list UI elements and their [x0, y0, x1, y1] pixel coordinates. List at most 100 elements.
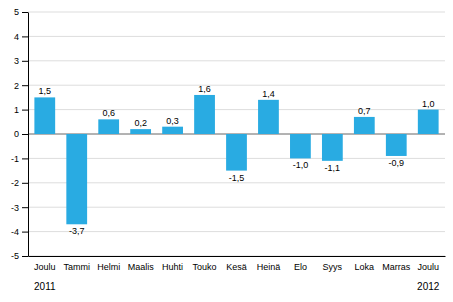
- y-tick: 4: [14, 32, 28, 42]
- y-tick-label: 2: [14, 81, 19, 91]
- y-tick-mark: [22, 256, 28, 257]
- x-tick-label: Tammi: [63, 262, 90, 272]
- y-tick: 0: [14, 129, 28, 139]
- y-tick-label: 1: [14, 105, 19, 115]
- y-tick-label: 5: [14, 7, 19, 17]
- x-tick: Heinä: [257, 262, 281, 272]
- x-tick: Elo: [294, 262, 307, 272]
- x-tick-label: Heinä: [257, 262, 281, 272]
- grid-line: [28, 256, 445, 257]
- plot: -5 -4 -3 -2 -1 0 1 2 3 4 5 Joulu Tammi Helmi Maalis Huh…: [11, 7, 446, 292]
- x-tick-label: Joulu: [417, 262, 439, 272]
- annotation: 2011: [34, 281, 56, 292]
- bar: [66, 134, 87, 224]
- grid-line: [28, 60, 445, 61]
- y-tick-mark: [22, 207, 28, 208]
- bar: [130, 129, 151, 134]
- x-tick: Huhti: [162, 262, 183, 272]
- y-tick-mark: [22, 85, 28, 86]
- x-tick: Syys: [323, 262, 343, 272]
- data-label: 1,6: [198, 84, 211, 94]
- x-tick-label: Marras: [382, 262, 411, 272]
- grid-line: [28, 109, 445, 110]
- x-tick: Marras: [382, 262, 411, 272]
- y-tick-mark: [22, 61, 28, 62]
- data-label: 1,4: [262, 89, 275, 99]
- x-tick: Maalis: [128, 262, 155, 272]
- bar: [386, 134, 407, 156]
- y-tick-label: -4: [11, 227, 19, 237]
- bar: [34, 97, 55, 134]
- y-tick: -4: [11, 227, 28, 237]
- x-tick-label: Huhti: [162, 262, 183, 272]
- x-tick: Touko: [193, 262, 217, 272]
- bar: [418, 110, 439, 134]
- bar: [354, 117, 375, 134]
- bar: [258, 100, 279, 134]
- x-tick: Kesä: [226, 262, 247, 272]
- y-tick-label: 0: [14, 129, 19, 139]
- y-tick: -5: [11, 251, 28, 261]
- y-tick-mark: [22, 183, 28, 184]
- bar: [98, 119, 119, 134]
- x-tick-label: Maalis: [128, 262, 155, 272]
- y-tick-mark: [22, 134, 28, 135]
- x-tick: Joulu: [34, 262, 56, 272]
- data-label: -1,5: [229, 173, 245, 183]
- y-tick: 1: [14, 105, 28, 115]
- grid-line: [28, 36, 445, 37]
- y-tick: -1: [11, 154, 28, 164]
- grid-line: [28, 12, 445, 13]
- x-tick: Helmi: [97, 262, 120, 272]
- x-tick-label: Elo: [294, 262, 307, 272]
- y-tick: 5: [14, 7, 28, 17]
- y-tick-label: -2: [11, 178, 19, 188]
- y-tick: -2: [11, 178, 28, 188]
- data-label: 1,0: [422, 99, 435, 109]
- y-tick-label: -5: [11, 251, 19, 261]
- x-tick-label: Loka: [355, 262, 375, 272]
- bar: [194, 95, 215, 134]
- y-tick-mark: [22, 12, 28, 13]
- bar: [322, 134, 343, 161]
- y-tick-mark: [22, 232, 28, 233]
- data-label: 1,5: [39, 86, 52, 96]
- y-tick: 3: [14, 56, 28, 66]
- data-label: 0,7: [358, 106, 371, 116]
- x-tick-label: Syys: [323, 262, 343, 272]
- x-tick-label: Joulu: [34, 262, 56, 272]
- y-tick-mark: [22, 36, 28, 37]
- data-label: -1,0: [293, 160, 309, 170]
- y-tick-label: -3: [11, 203, 19, 213]
- data-label: 0,2: [134, 118, 147, 128]
- bar: [162, 127, 183, 134]
- y-tick-label: 3: [14, 56, 19, 66]
- grid: [28, 12, 445, 256]
- data-labels: 1,5 -3,7 0,6 0,2 0,3 1,6 -1,5 1,4 -1,0 -1,1 0,7 -0,…: [39, 84, 435, 236]
- x-tick: Loka: [355, 262, 375, 272]
- x-axis-line: [29, 256, 446, 257]
- y-tick-label: 4: [14, 32, 19, 42]
- bar: [290, 134, 311, 158]
- x-tick-label: Touko: [193, 262, 217, 272]
- x-tick-label: Helmi: [97, 262, 120, 272]
- data-label: -0,9: [389, 158, 405, 168]
- bars: [34, 95, 438, 224]
- data-label: -1,1: [325, 163, 341, 173]
- x-axis: Joulu Tammi Helmi Maalis Huhti Touko Kesä Heinä…: [29, 257, 446, 272]
- grid-line: [28, 207, 445, 208]
- x-tick: Joulu: [417, 262, 439, 272]
- bar: [226, 134, 247, 171]
- data-label: -3,7: [69, 226, 85, 236]
- x-tick: Tammi: [63, 262, 90, 272]
- y-tick-mark: [22, 158, 28, 159]
- annotations: 2011 2012: [34, 281, 440, 292]
- annotation: 2012: [417, 281, 440, 292]
- chart: -5 -4 -3 -2 -1 0 1 2 3 4 5 Joulu Tammi Helmi Maalis Huh…: [0, 0, 453, 302]
- data-label: 0,6: [102, 108, 115, 118]
- y-tick-label: -1: [11, 154, 19, 164]
- y-tick: 2: [14, 81, 28, 91]
- data-label: 0,3: [166, 116, 179, 126]
- y-tick: -3: [11, 203, 28, 213]
- y-tick-mark: [22, 110, 28, 111]
